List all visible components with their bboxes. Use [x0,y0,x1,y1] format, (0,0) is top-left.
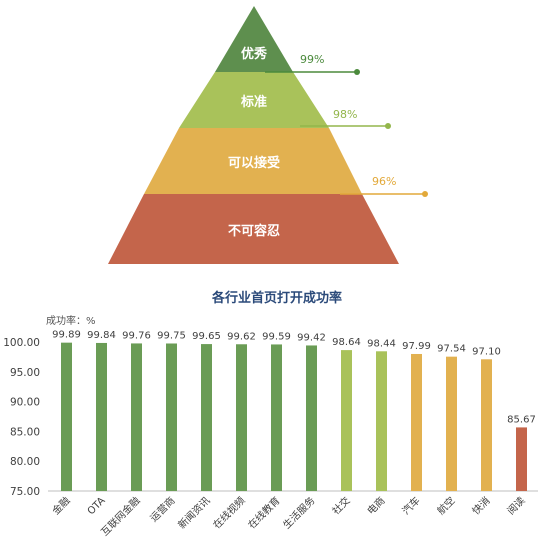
tier-label-standard: 标准 [240,94,267,110]
chart-title: 各行业首页打开成功率 [211,290,342,306]
x-category-label: 航空 [434,494,457,517]
bar-value-label: 99.59 [262,331,291,342]
x-category-label: OTA [86,495,108,517]
bar [166,343,177,491]
rate-label-standard: 98% [333,108,357,121]
y-tick-label: 85.00 [10,426,40,438]
bar [446,356,457,491]
bar-value-label: 85.67 [507,414,536,425]
x-category-label: 新闻资讯 [175,494,212,531]
bar [61,342,72,491]
pyramid-tier-standard [179,72,329,128]
value-labels: 99.89 99.84 99.76 99.75 99.65 99.62 99.59 99.42… [52,330,536,426]
y-tick-label: 95.00 [10,367,40,379]
bar [271,344,282,491]
bar-value-label: 98.44 [367,338,396,349]
y-tick-label: 80.00 [10,456,40,468]
y-tick-label: 100.00 [3,337,40,349]
bar [131,343,142,491]
bar-value-label: 97.54 [437,344,466,355]
x-category-label: 汽车 [399,494,422,517]
y-tick-label: 90.00 [10,397,40,409]
x-category-label: 生活服务 [280,494,317,531]
x-category-label: 在线视频 [210,494,247,531]
bar [516,427,527,491]
x-category-label: 运营商 [147,494,177,524]
pyramid-tier-acceptable [144,128,362,194]
bar-value-label: 99.65 [192,331,221,342]
callout-dot-standard [385,123,391,129]
bar [96,342,107,491]
pyramid-tier-excellent [215,6,293,72]
bar [201,344,212,491]
success-pyramid: 优秀 标准 可以接受 不可容忍 99% 98% 96% [108,6,428,264]
tier-label-acceptable: 可以接受 [228,155,280,171]
bar-value-label: 99.62 [227,331,256,342]
bar [341,350,352,491]
x-category-label: 阅读 [504,494,527,517]
bar [376,351,387,491]
callout-dot-excellent [354,69,360,75]
bar-series [61,342,527,491]
bar-value-label: 99.42 [297,332,326,343]
bar-value-label: 99.75 [157,330,186,341]
x-category-label: 快消 [469,494,492,517]
bar [481,359,492,491]
x-category-label: 社交 [329,494,352,517]
bar-value-label: 99.76 [122,330,151,341]
y-axis-label: 成功率：% [46,314,96,327]
x-category-label: 电商 [364,494,387,517]
callout-dot-acceptable [422,191,428,197]
pyramid-tier-intolerable [108,194,399,264]
y-axis-ticks: 75.00 80.00 85.00 90.00 95.00 100.00 [3,337,40,498]
rate-label-excellent: 99% [300,53,324,66]
x-category-label: 金融 [49,494,72,517]
y-tick-label: 75.00 [10,486,40,498]
bar-value-label: 98.64 [332,337,361,348]
category-labels: 金融 OTA互联网金融 运营商新闻资讯在线视频在线教育生活服务 社交 电商 汽车 航空 快消阅… [49,494,527,539]
x-category-label: 在线教育 [245,494,282,531]
bar-value-label: 99.89 [52,330,81,341]
bar [236,344,247,491]
bar-value-label: 97.99 [402,341,431,352]
bar-value-label: 99.84 [87,330,116,341]
bar [411,353,422,491]
bar-value-label: 97.10 [472,346,501,357]
bar [306,345,317,491]
tier-label-excellent: 优秀 [241,46,268,62]
rate-label-acceptable: 96% [372,175,396,188]
tier-label-intolerable: 不可容忍 [228,223,280,239]
